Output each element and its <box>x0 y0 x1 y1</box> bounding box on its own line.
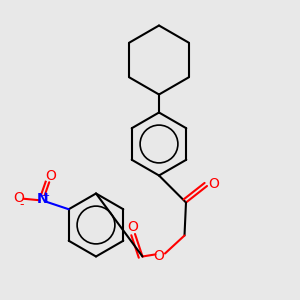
Text: O: O <box>153 249 164 263</box>
Text: O: O <box>13 191 24 205</box>
Text: +: + <box>41 191 51 201</box>
Text: O: O <box>208 178 219 191</box>
Text: O: O <box>45 169 56 183</box>
Text: O: O <box>127 220 138 234</box>
Text: N: N <box>37 192 48 206</box>
Text: -: - <box>19 198 24 211</box>
